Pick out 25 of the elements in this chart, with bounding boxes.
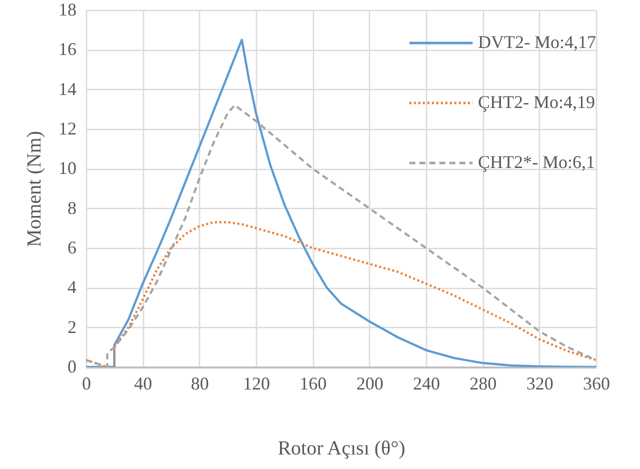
x-tick-label: 240 [413,374,440,394]
x-tick-label: 160 [300,374,327,394]
y-axis-title: Moment (Nm) [24,130,46,248]
y-tick-label: 6 [68,238,76,258]
y-tick-label: 16 [58,39,76,60]
y-tick-label: 4 [68,277,76,298]
x-tick-label: 280 [470,374,497,394]
y-tick-label: 10 [58,158,76,178]
x-tick-label: 80 [190,374,209,394]
x-tick-label: 120 [243,374,270,394]
x-tick-label: 360 [583,374,610,394]
y-tick-label: 2 [68,316,76,337]
y-tick-label: 8 [68,198,76,218]
legend-label: ÇHT2- Mo:4,19 [478,92,595,112]
x-tick-label: 200 [356,374,384,394]
legend-label: DVT2- Mo:4,17 [478,32,596,52]
y-tick-label: 12 [58,118,76,138]
y-tick-label: 0 [68,356,76,376]
x-axis-title: Rotor Açısı (θ°) [278,438,406,460]
y-tick-label: 18 [58,0,76,20]
x-tick-label: 0 [82,374,91,394]
y-tick-label: 14 [58,78,76,99]
legend-label: ÇHT2*- Mo:6,1 [478,152,595,172]
x-tick-label: 40 [134,374,152,394]
x-tick-label: 320 [526,374,554,394]
